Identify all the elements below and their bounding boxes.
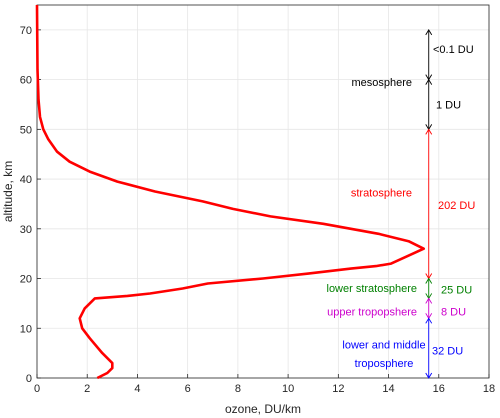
y-tick-label: 30 [20,224,32,236]
x-tick-label: 8 [235,383,241,395]
arrowhead-up [425,317,433,324]
annotation-label: 8 DU [441,306,466,318]
x-tick-label: 14 [382,383,394,395]
y-tick-label: 70 [20,25,32,37]
annotation-label: 32 DU [432,346,463,358]
y-tick-label: 50 [20,124,32,136]
y-tick-label: 10 [20,323,32,335]
annotation-label: 25 DU [441,284,472,296]
annotations: <0.1 DU mesosphere 1 DU stratosphere 202 DU 2… [327,44,476,370]
y-tick-label: 60 [20,75,32,87]
arrowhead-up [425,28,433,36]
y-tick-label: 20 [20,274,32,286]
tick-labels: 0 2 4 6 8 10 12 14 16 18 0 10 20 30 40 50 60 70 [20,25,495,395]
bracket-arrows [425,28,433,379]
arrowhead-up [425,277,433,284]
plot-area [36,4,490,379]
arrowhead-up [425,78,433,85]
y-axis-label: altitude, km [1,161,15,222]
arrowhead-up [425,128,433,135]
series-group [35,4,426,380]
x-tick-label: 6 [185,383,191,395]
x-tick-label: 16 [433,383,445,395]
annotation-label: <0.1 DU [433,44,474,56]
arrowhead-up [425,297,433,304]
annotation-label: lower and middle [342,340,425,352]
ozone-profile-line [35,4,426,380]
x-tick-label: 4 [134,383,140,395]
annotation-label: lower stratosphere [327,283,418,295]
x-tick-label: 10 [282,383,294,395]
annotation-label: upper tropopshere [327,306,417,318]
annotation-label: stratosphere [351,187,412,199]
x-axis-label: ozone, DU/km [225,402,301,416]
y-tick-label: 0 [26,373,32,385]
annotation-label: troposphere [355,358,414,370]
annotation-label: 202 DU [438,200,475,212]
x-tick-label: 18 [483,383,495,395]
y-tick-label: 40 [20,174,32,186]
x-tick-label: 12 [332,383,344,395]
x-tick-label: 0 [34,383,40,395]
annotation-label: mesosphere [351,77,412,89]
x-tick-label: 2 [84,383,90,395]
annotation-label: 1 DU [436,99,461,111]
arrowhead-down [425,372,433,379]
